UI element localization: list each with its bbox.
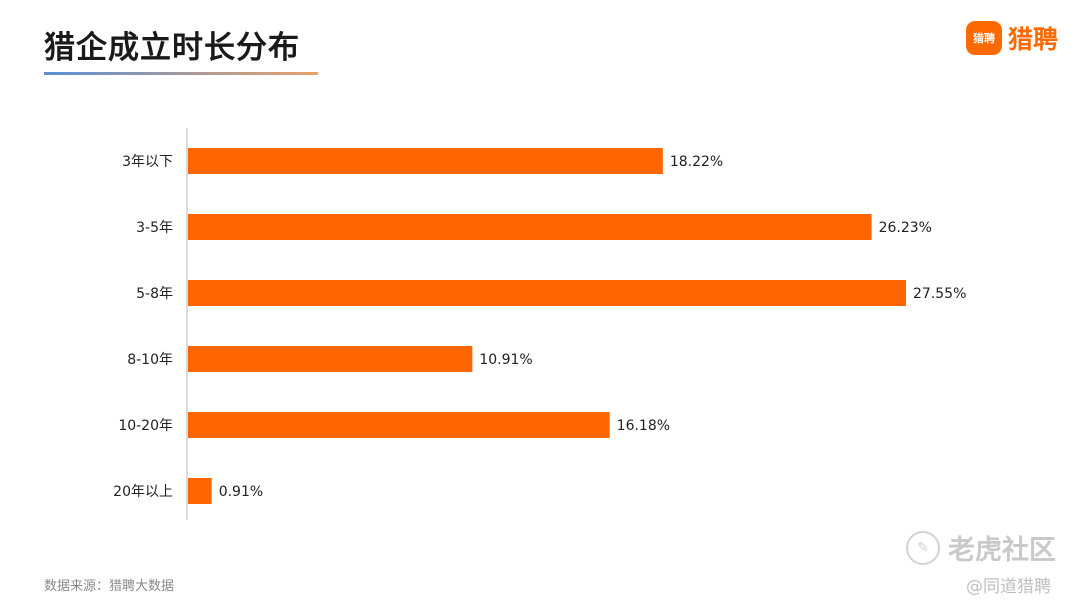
category-label: 3-5年	[136, 220, 173, 236]
brand-name: 猎聘	[1007, 25, 1058, 54]
watermark-text: 老虎社区	[948, 535, 1056, 566]
bar	[188, 478, 212, 504]
data-label: 27.55%	[913, 286, 966, 302]
category-label: 5-8年	[136, 286, 173, 302]
category-label: 20年以上	[113, 484, 173, 500]
bar	[188, 280, 906, 306]
bar	[188, 346, 473, 372]
category-label: 10-20年	[118, 418, 173, 434]
data-label: 10.91%	[479, 352, 532, 368]
data-label: 18.22%	[670, 154, 723, 170]
watermark-handle: @同道猎聘	[966, 577, 1051, 597]
bar	[188, 214, 872, 240]
title-underline	[44, 72, 318, 75]
data-label: 0.91%	[219, 484, 263, 500]
brand-logo: 猎聘 猎聘	[965, 20, 1058, 56]
watermark-logo-icon: ✎	[906, 530, 940, 565]
bar	[188, 412, 610, 438]
data-source-note: 数据来源：猎聘大数据	[44, 579, 175, 594]
data-label: 26.23%	[879, 220, 932, 236]
data-label: 16.18%	[617, 418, 670, 434]
watermark: ✎ 老虎社区	[906, 528, 1056, 567]
page-title: 猎企成立时长分布	[44, 30, 300, 66]
category-label: 8-10年	[127, 352, 173, 368]
category-label: 3年以下	[122, 154, 173, 170]
brand-badge-icon: 猎聘	[965, 21, 1002, 55]
bar	[188, 148, 663, 174]
